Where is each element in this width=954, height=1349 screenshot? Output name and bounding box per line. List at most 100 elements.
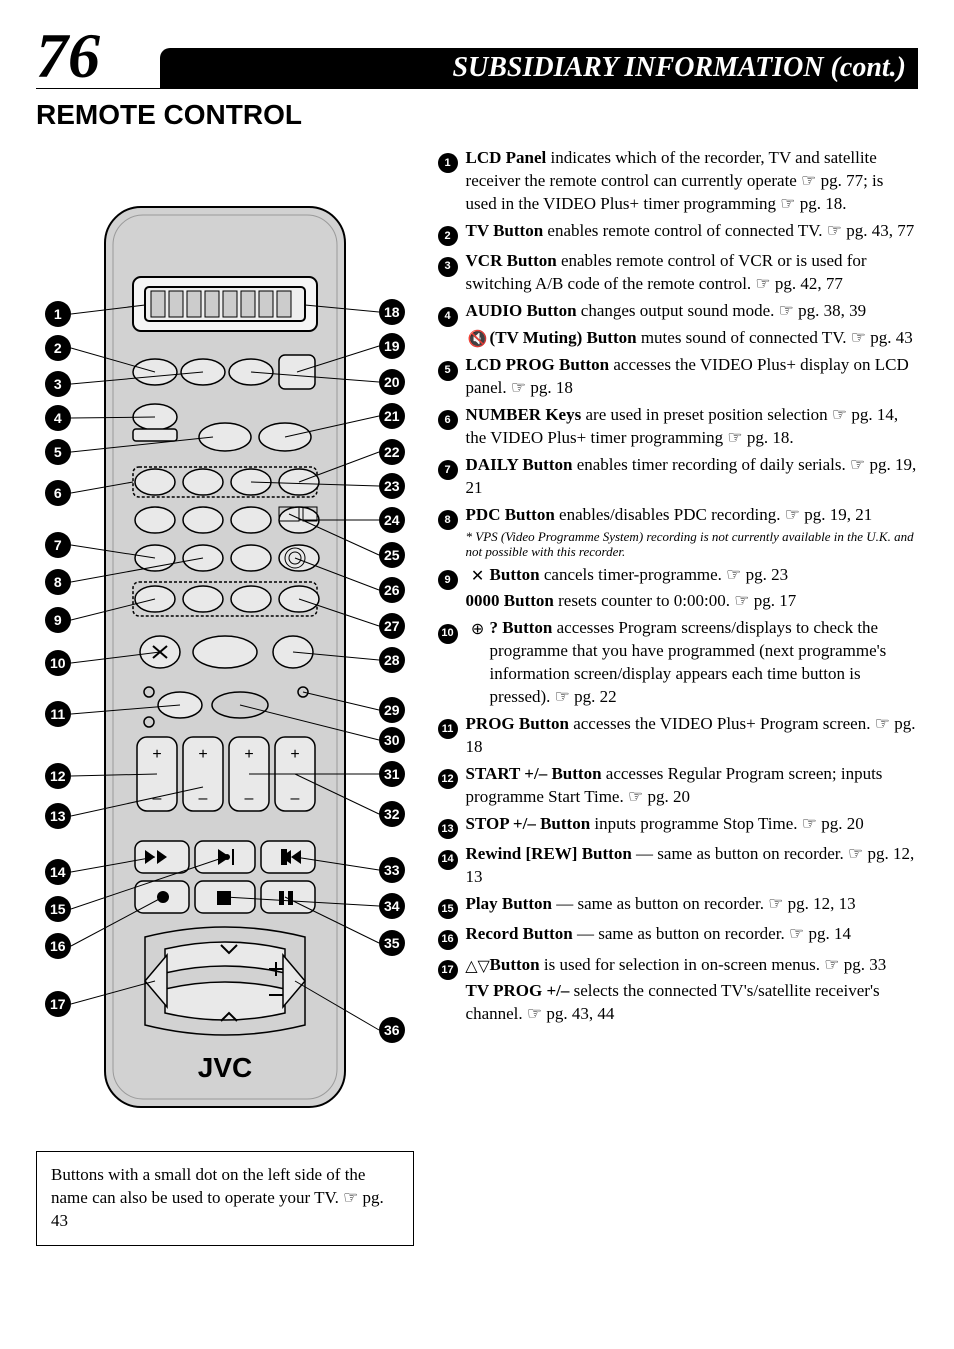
def-symbol: ✕	[466, 564, 490, 590]
def-text: Play Button — same as button on recorder…	[466, 893, 918, 919]
svg-text:+: +	[290, 746, 299, 763]
def-marker: 14	[438, 850, 458, 870]
def-item: 13 STOP +/– Button inputs programme Stop …	[438, 813, 918, 839]
svg-text:+: +	[244, 746, 253, 763]
callout-15: 15	[45, 896, 71, 922]
def-text: PDC Button enables/disables PDC recordin…	[466, 504, 918, 560]
callout-27: 27	[379, 613, 405, 639]
def-item: 6NUMBER Keys are used in preset position…	[438, 404, 918, 450]
def-item: 7DAILY Button enables timer recording of…	[438, 454, 918, 500]
def-marker: 3	[438, 257, 458, 277]
def-marker: 2	[438, 226, 458, 246]
callout-6: 6	[45, 480, 71, 506]
callout-10: 10	[45, 650, 71, 676]
def-text: START +/– Button accesses Regular Progra…	[466, 763, 918, 809]
def-text: Record Button — same as button on record…	[466, 923, 918, 949]
def-text: Rewind [REW] Button — same as button on …	[466, 843, 918, 889]
def-marker: 4	[438, 307, 458, 327]
def-marker: 13	[438, 819, 458, 839]
callout-2: 2	[45, 335, 71, 361]
page-number: 76	[36, 24, 100, 88]
note-box: Buttons with a small dot on the left sid…	[36, 1151, 414, 1246]
def-marker: 5	[438, 361, 458, 381]
def-item: 12START +/– Button accesses Regular Prog…	[438, 763, 918, 809]
callout-5: 5	[45, 439, 71, 465]
def-marker: 1	[438, 153, 458, 173]
callout-9: 9	[45, 607, 71, 633]
def-item: 8 PDC Button enables/disables PDC recordi…	[438, 504, 918, 560]
callout-26: 26	[379, 577, 405, 603]
def-marker: 11	[438, 719, 458, 739]
svg-text:+: +	[152, 746, 161, 763]
callout-12: 12	[45, 763, 71, 789]
def-text: Button is used for selection in on-scree…	[490, 954, 918, 980]
def-text: LCD PROG Button accesses the VIDEO Plus+…	[466, 354, 918, 400]
def-text: AUDIO Button changes output sound mode. …	[466, 300, 918, 326]
callout-4: 4	[45, 405, 71, 431]
page-subhead: REMOTE CONTROL	[36, 99, 918, 131]
callout-28: 28	[379, 647, 405, 673]
callout-35: 35	[379, 930, 405, 956]
def-marker: 10	[438, 624, 458, 644]
callout-11: 11	[45, 701, 71, 727]
callout-29: 29	[379, 697, 405, 723]
def-text: NUMBER Keys are used in preset position …	[466, 404, 918, 450]
def-item: 15 Play Button — same as button on record…	[438, 893, 918, 919]
def-text: VCR Button enables remote control of VCR…	[466, 250, 918, 296]
def-item: 🔇(TV Muting) Button mutes sound of conne…	[438, 327, 918, 351]
def-marker: 7	[438, 460, 458, 480]
callout-19: 19	[379, 333, 405, 359]
remote-svg: +– +– +– +–	[45, 147, 405, 1127]
callout-31: 31	[379, 761, 405, 787]
def-marker: 15	[438, 899, 458, 919]
def-symbol: ⊕	[466, 617, 490, 709]
callout-23: 23	[379, 473, 405, 499]
def-symbol: △▽	[466, 954, 490, 980]
def-footnote: * VPS (Video Programme System) recording…	[466, 529, 918, 560]
callout-14: 14	[45, 859, 71, 885]
def-text: TV PROG +/– selects the connected TV's/s…	[466, 980, 918, 1026]
brand-label: JVC	[198, 1052, 252, 1083]
svg-text:–: –	[244, 790, 253, 807]
remote-diagram: +– +– +– +–	[45, 147, 405, 1127]
callout-32: 32	[379, 801, 405, 827]
def-text: STOP +/– Button inputs programme Stop Ti…	[466, 813, 918, 839]
callout-13: 13	[45, 803, 71, 829]
svg-text:–: –	[152, 790, 161, 807]
callout-33: 33	[379, 857, 405, 883]
callout-34: 34	[379, 893, 405, 919]
def-marker: 17	[438, 960, 458, 980]
def-text: ? Button accesses Program screens/displa…	[490, 617, 918, 709]
def-text: LCD Panel indicates which of the recorde…	[466, 147, 918, 216]
def-marker: 8	[438, 510, 458, 530]
svg-text:+: +	[198, 746, 207, 763]
def-item: 2TV Button enables remote control of con…	[438, 220, 918, 246]
def-item: 14 Rewind [REW] Button — same as button o…	[438, 843, 918, 889]
def-item: 5 LCD PROG Button accesses the VIDEO Plus…	[438, 354, 918, 400]
callout-3: 3	[45, 371, 71, 397]
callout-1: 1	[45, 301, 71, 327]
def-marker: 9	[438, 570, 458, 590]
def-item: 16Record Button — same as button on reco…	[438, 923, 918, 949]
callout-30: 30	[379, 727, 405, 753]
def-text: (TV Muting) Button mutes sound of connec…	[490, 327, 918, 351]
def-item: 17 △▽Button is used for selection in on-s…	[438, 954, 918, 980]
callout-21: 21	[379, 403, 405, 429]
def-item: TV PROG +/– selects the connected TV's/s…	[438, 980, 918, 1026]
def-item: 11 PROG Button accesses the VIDEO Plus+ P…	[438, 713, 918, 759]
page-header: 76 SUBSIDIARY INFORMATION (cont.)	[36, 24, 918, 89]
callout-36: 36	[379, 1017, 405, 1043]
callout-18: 18	[379, 299, 405, 325]
svg-text:–: –	[198, 790, 207, 807]
callout-22: 22	[379, 439, 405, 465]
callout-7: 7	[45, 532, 71, 558]
def-item: 9 ✕Button cancels timer-programme. ☞ pg. …	[438, 564, 918, 590]
def-text: Button cancels timer-programme. ☞ pg. 23	[490, 564, 918, 590]
callout-17: 17	[45, 991, 71, 1017]
callout-25: 25	[379, 542, 405, 568]
def-item: 4 AUDIO Button changes output sound mode.…	[438, 300, 918, 326]
def-symbol: 🔇	[466, 327, 490, 351]
def-text: PROG Button accesses the VIDEO Plus+ Pro…	[466, 713, 918, 759]
definition-list: 1 LCD Panel indicates which of the record…	[438, 147, 918, 1026]
callout-20: 20	[379, 369, 405, 395]
